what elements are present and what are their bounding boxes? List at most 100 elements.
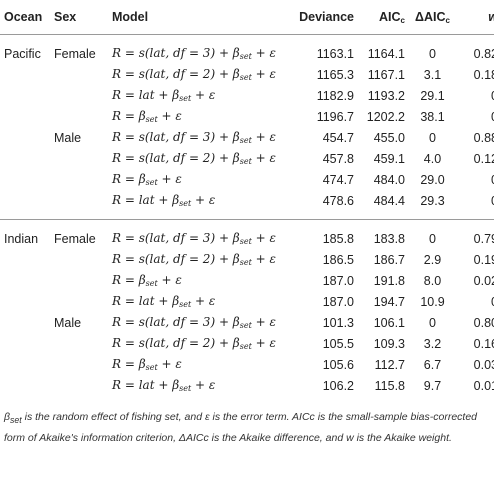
aic-cell: 191.8 (373, 273, 405, 288)
model-formula: R = s(lat, df = 3) + βset + ε (112, 231, 276, 246)
table-row: Male R = s(lat, df = 3) + βset + ε 101.3 10… (0, 312, 494, 333)
aic-cell: 1193.2 (367, 88, 405, 103)
model-formula-tail: + ε (191, 378, 216, 392)
sex-cell (54, 270, 112, 291)
sex-cell (54, 85, 112, 106)
weight-cell: 0.12 (473, 151, 494, 166)
delta-aic-cell: 38.1 (420, 109, 445, 124)
delta-aic-cell: 4.0 (423, 151, 442, 166)
delta-aic-cell: 0 (429, 130, 436, 145)
table-row: R = βset + ε 187.0 191.8 8.0 0.02 (0, 270, 494, 291)
sex-cell (54, 148, 112, 169)
model-cell: R = s(lat, df = 3) + βset + ε (112, 220, 288, 250)
ocean-cell (0, 249, 54, 270)
footnote-text: is the random effect of fishing set, and… (4, 411, 478, 445)
aic-cell: 1164.1 (367, 46, 405, 61)
model-formula-tail: + ε (251, 231, 276, 245)
model-formula: R = βset + ε (112, 109, 182, 124)
table-row: Indian Female R = s(lat, df = 3) + βset + … (0, 220, 494, 250)
delta-aic-cell: 3.1 (423, 67, 442, 82)
sex-cell (54, 249, 112, 270)
sex-cell (54, 354, 112, 375)
model-formula-tail: + ε (251, 130, 276, 144)
model-formula-tail: + ε (251, 67, 276, 81)
model-selection-table: Ocean Sex Model Deviance AICc ΔAICc w Pa… (0, 0, 494, 404)
delta-aic-cell: 29.3 (405, 190, 460, 220)
model-formula-tail: + ε (251, 252, 276, 266)
table-row: R = s(lat, df = 2) + βset + ε 186.5 186.7 2… (0, 249, 494, 270)
aic-cell: 455.0 (373, 130, 405, 145)
header-delta-aic-sub: c (445, 15, 450, 25)
model-formula-sub: set (239, 321, 252, 330)
model-formula-head: R = lat + β (112, 378, 180, 392)
model-cell: R = βset + ε (112, 354, 288, 375)
deviance-cell: 187.0 (322, 273, 354, 288)
deviance-cell: 101.3 (322, 315, 354, 330)
model-formula-sub: set (179, 384, 192, 393)
deviance-cell: 457.8 (322, 151, 354, 166)
weight-cell: 0.80 (473, 315, 494, 330)
model-cell: R = s(lat, df = 3) + βset + ε (112, 127, 288, 148)
model-formula-head: R = s(lat, df = 3) + β (112, 315, 240, 329)
model-formula: R = s(lat, df = 2) + βset + ε (112, 252, 276, 267)
model-formula-head: R = s(lat, df = 3) + β (112, 130, 240, 144)
deviance-cell: 1196.7 (316, 109, 354, 124)
ocean-cell (0, 190, 54, 220)
model-cell: R = βset + ε (112, 106, 288, 127)
model-formula-head: R = β (112, 273, 146, 287)
model-cell: R = βset + ε (112, 169, 288, 190)
model-formula-sub: set (239, 237, 252, 246)
ocean-cell: Indian (4, 231, 39, 246)
model-formula-head: R = lat + β (112, 193, 180, 207)
model-cell: R = s(lat, df = 3) + βset + ε (112, 312, 288, 333)
delta-aic-cell: 29.0 (420, 172, 445, 187)
header-weight: w (460, 0, 494, 35)
model-formula-tail: + ε (157, 357, 182, 371)
model-formula: R = βset + ε (112, 172, 182, 187)
ocean-cell (0, 312, 54, 333)
model-formula: R = lat + βset + ε (112, 88, 216, 103)
delta-aic-cell: 2.9 (423, 252, 442, 267)
model-formula: R = s(lat, df = 3) + βset + ε (112, 130, 276, 145)
model-formula-head: R = β (112, 357, 146, 371)
table-row: Male R = s(lat, df = 3) + βset + ε 454.7 45… (0, 127, 494, 148)
model-formula-sub: set (179, 94, 192, 103)
model-formula-tail: + ε (157, 273, 182, 287)
header-delta-aic-label: ΔAIC (415, 9, 446, 24)
header-aic-sub: c (400, 15, 405, 25)
model-formula-sub: set (145, 178, 158, 187)
sex-cell (54, 291, 112, 312)
sex-cell (54, 64, 112, 85)
model-formula-head: R = s(lat, df = 2) + β (112, 336, 240, 350)
model-formula-tail: + ε (251, 46, 276, 60)
sex-cell (54, 333, 112, 354)
sex-cell: Female (54, 46, 96, 61)
model-formula-sub: set (145, 279, 158, 288)
model-formula: R = lat + βset + ε (112, 294, 215, 309)
weight-cell: 0.88 (473, 130, 494, 145)
aic-cell: 115.8 (374, 378, 405, 393)
sex-cell (54, 375, 112, 404)
aic-cell: 484.0 (373, 172, 405, 187)
model-formula: R = s(lat, df = 2) + βset + ε (112, 67, 276, 82)
model-formula-sub: set (239, 136, 252, 145)
weight-cell: 0 (460, 169, 494, 190)
header-delta-aic: ΔAICc (405, 0, 460, 35)
table-row: R = s(lat, df = 2) + βset + ε 1165.3 1167.… (0, 64, 494, 85)
model-cell: R = s(lat, df = 2) + βset + ε (112, 249, 288, 270)
header-model: Model (112, 0, 288, 35)
aic-cell: 112.7 (374, 357, 405, 372)
aic-cell: 194.7 (373, 294, 405, 309)
model-formula-head: R = lat + β (112, 88, 180, 102)
model-formula-sub: set (239, 52, 252, 61)
weight-cell: 0.16 (473, 336, 494, 351)
model-formula-tail: + ε (191, 88, 216, 102)
deviance-cell: 186.5 (322, 252, 354, 267)
header-ocean: Ocean (0, 0, 54, 35)
delta-aic-cell: 0 (429, 315, 436, 330)
model-cell: R = lat + βset + ε (112, 291, 288, 312)
deviance-cell: 1165.3 (316, 67, 354, 82)
footnote-beta: β (4, 411, 10, 423)
model-formula-head: R = β (112, 172, 146, 186)
